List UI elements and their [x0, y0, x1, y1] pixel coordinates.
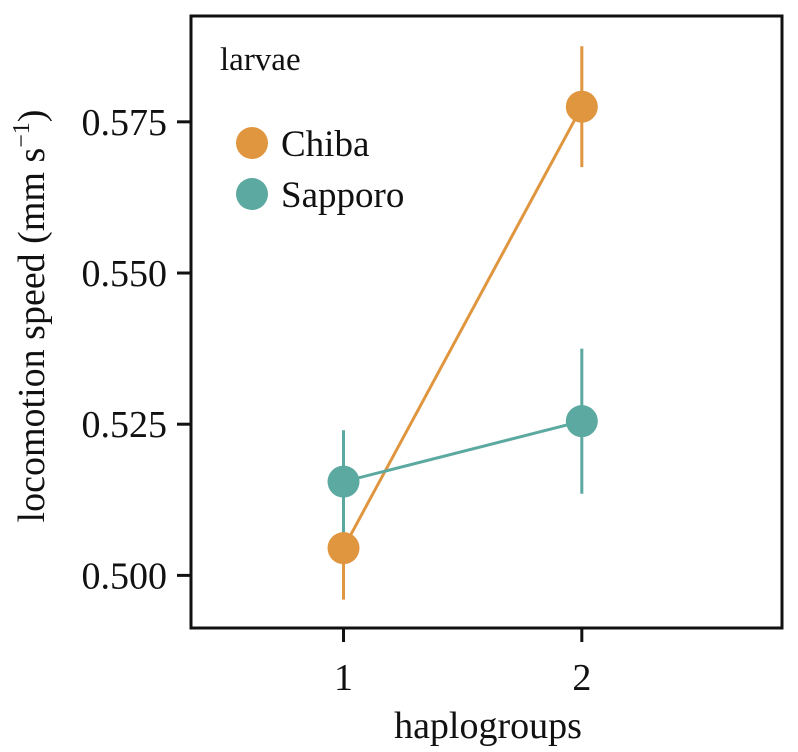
y-tick-label: 0.500 [82, 555, 168, 597]
legend-label-sapporo: Sapporo [281, 175, 404, 216]
series-line-chiba [342, 105, 584, 549]
data-point-chiba [565, 90, 598, 123]
data-point-sapporo [565, 405, 598, 438]
x-tick-label: 1 [334, 657, 353, 699]
plot-frame [189, 14, 784, 630]
y-axis-title-main: locomotion speed (mm s [11, 148, 53, 523]
data-point-chiba [327, 532, 360, 565]
legend: Chiba Sapporo [236, 124, 404, 216]
x-axis-title: haplogroups [394, 705, 582, 747]
legend-label-chiba: Chiba [281, 124, 369, 165]
data-point-sapporo [327, 465, 360, 498]
series-layer [327, 46, 598, 600]
y-axis: 0.500 0.525 0.550 0.575 [82, 102, 191, 597]
y-tick-label: 0.575 [82, 102, 168, 144]
panel-label: larvae [220, 42, 301, 78]
legend-marker-sapporo [236, 178, 268, 210]
x-tick-label: 2 [572, 657, 591, 699]
y-tick-label: 0.550 [82, 253, 168, 295]
y-tick-label: 0.525 [82, 404, 168, 446]
y-axis-title-close: ) [11, 110, 53, 123]
y-axis-title: locomotion speed (mm s−1) [9, 110, 53, 523]
legend-marker-chiba [236, 127, 268, 159]
series-line-sapporo [343, 419, 583, 484]
y-axis-title-superscript: −1 [9, 122, 35, 148]
